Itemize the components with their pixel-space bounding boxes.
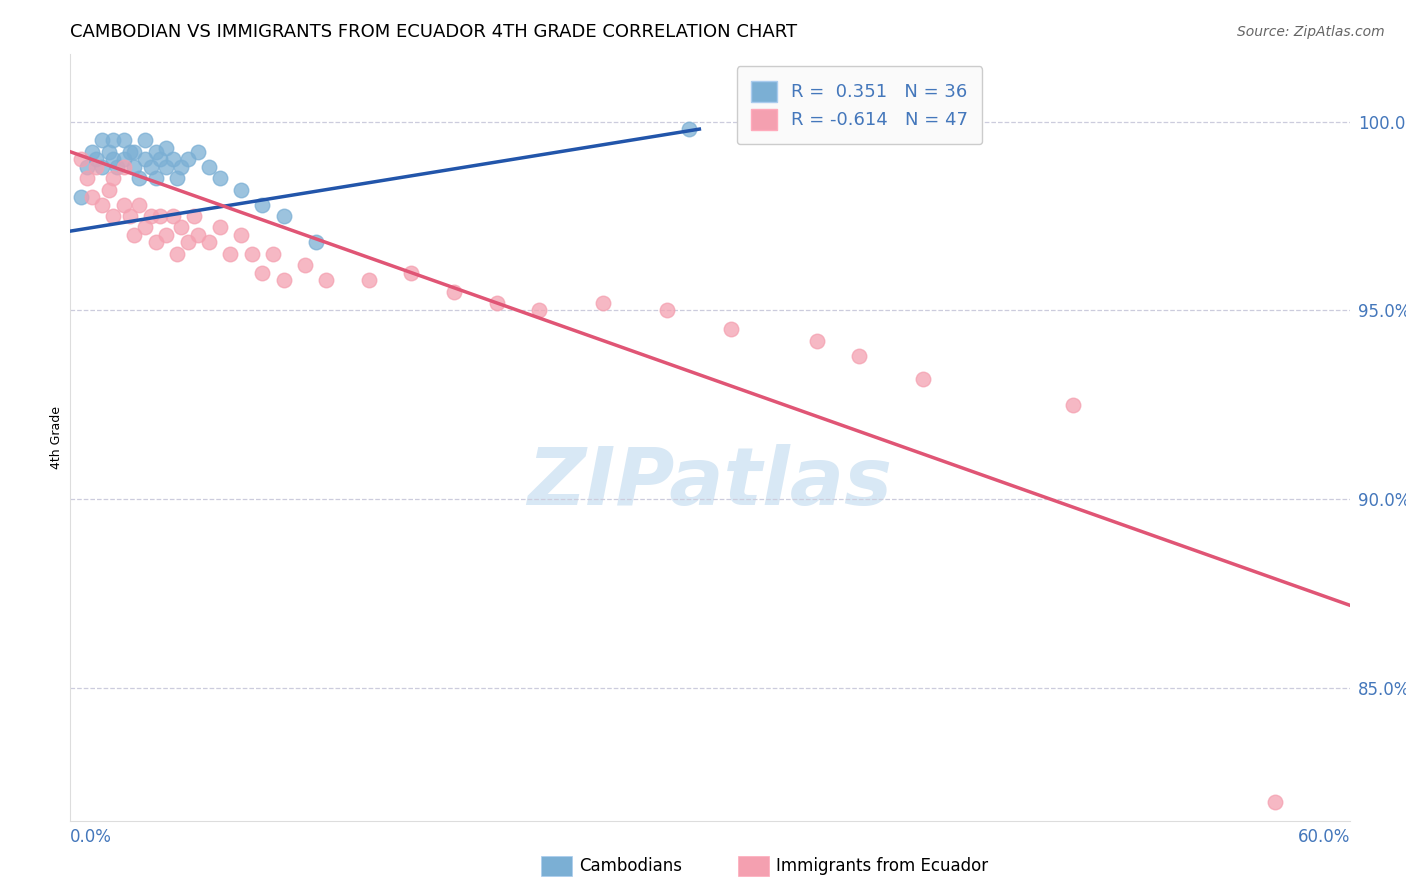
Point [155,141,177,155]
Point [118,209,141,223]
Point [84,160,107,174]
Point [198,160,221,174]
Point [208,220,231,235]
Point [162,153,184,167]
Point [124,227,146,242]
Point [848,349,870,363]
Point [240,247,263,261]
Point [155,227,177,242]
Text: Immigrants from Ecuador: Immigrants from Ecuador [776,857,988,875]
Point [183,209,205,223]
Point [176,153,198,167]
Point [229,183,252,197]
Point [112,153,135,167]
Point [91,160,114,174]
Point [166,247,188,261]
Point [166,171,188,186]
Legend: R =  0.351   N = 36, R = -0.614   N = 47: R = 0.351 N = 36, R = -0.614 N = 47 [737,66,983,145]
Point [155,160,177,174]
Point [657,303,679,318]
Point [84,153,107,167]
Y-axis label: 4th Grade: 4th Grade [51,406,63,468]
Point [485,296,508,310]
Point [145,235,167,250]
Text: Source: ZipAtlas.com: Source: ZipAtlas.com [1237,25,1385,39]
Point [1062,398,1084,412]
Point [357,273,380,287]
Point [101,133,124,147]
Point [70,153,93,167]
Point [105,160,128,174]
Point [170,160,193,174]
Point [101,153,124,167]
Point [97,183,120,197]
Point [141,160,163,174]
Point [250,266,273,280]
Point [149,153,172,167]
Point [1264,795,1286,809]
Point [118,145,141,159]
Point [187,227,209,242]
Point [912,371,935,385]
Point [134,153,156,167]
Point [806,334,828,348]
Point [187,145,209,159]
Point [250,197,273,211]
FancyBboxPatch shape [738,856,769,876]
Point [128,171,150,186]
Point [529,303,551,318]
Point [128,197,150,211]
Point [315,273,337,287]
Point [262,247,284,261]
Point [101,209,124,223]
Point [443,285,465,299]
Point [304,235,326,250]
Point [208,171,231,186]
Point [70,190,93,204]
Point [141,209,163,223]
Point [273,273,295,287]
Point [76,160,98,174]
Point [273,209,295,223]
Point [112,197,135,211]
Point [198,235,221,250]
Point [134,220,156,235]
Text: 60.0%: 60.0% [1298,828,1350,847]
Point [145,145,167,159]
Point [401,266,423,280]
Point [101,171,124,186]
Text: Cambodians: Cambodians [579,857,682,875]
Point [112,133,135,147]
Text: CAMBODIAN VS IMMIGRANTS FROM ECUADOR 4TH GRADE CORRELATION CHART: CAMBODIAN VS IMMIGRANTS FROM ECUADOR 4TH… [70,23,797,41]
Point [124,160,146,174]
FancyBboxPatch shape [541,856,572,876]
Point [80,145,103,159]
Point [720,322,742,336]
Point [91,133,114,147]
Point [170,220,193,235]
Text: ZIPatlas: ZIPatlas [527,444,893,522]
Point [592,296,614,310]
Point [294,258,316,272]
Point [134,133,156,147]
Point [80,190,103,204]
Point [112,160,135,174]
Point [149,209,172,223]
Point [76,171,98,186]
Point [91,197,114,211]
Text: 0.0%: 0.0% [70,828,112,847]
Point [229,227,252,242]
Point [124,145,146,159]
Point [162,209,184,223]
Point [97,145,120,159]
Point [176,235,198,250]
Point [219,247,242,261]
Point [678,122,700,136]
Point [145,171,167,186]
